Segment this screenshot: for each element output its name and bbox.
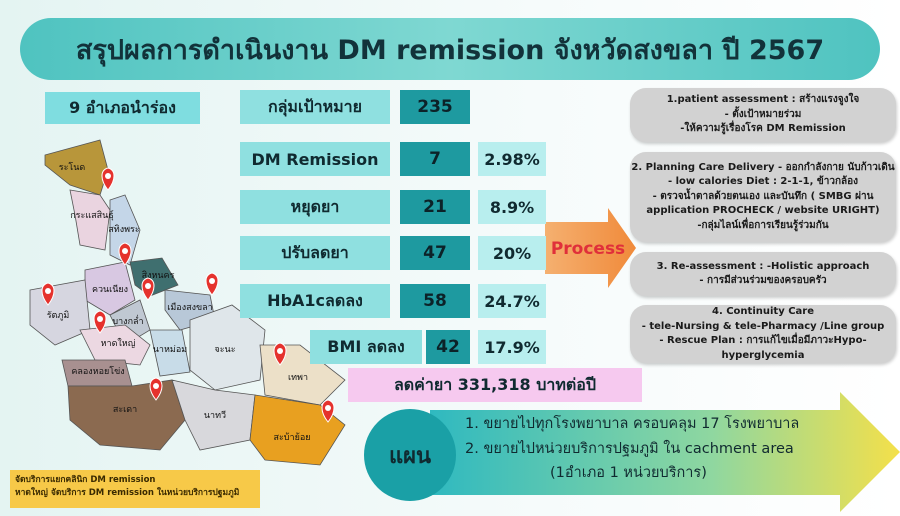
step-line: -ให้ความรู้เรื่องโรค DM Remission bbox=[680, 123, 846, 135]
step-line: - Rescue Plan : การแก้ไขเมื่อมีภาวะHypo-… bbox=[659, 335, 867, 361]
district-label: ระโนด bbox=[59, 162, 86, 173]
metric-label: หยุดยา bbox=[240, 190, 390, 224]
metric-label: ปรับลดยา bbox=[240, 236, 390, 270]
step-line: - low calories Diet : 2-1-1, ข้าวกล้อง bbox=[667, 176, 859, 188]
metric-count: 47 bbox=[400, 236, 470, 270]
district-label: เมืองสงขลา bbox=[167, 302, 212, 313]
metric-percent: 20% bbox=[478, 236, 546, 270]
district-label: สทิงพระ bbox=[108, 224, 140, 235]
metric-label: DM Remission bbox=[240, 142, 390, 176]
note-line: จัดบริการแยกคลินิก DM remission bbox=[15, 475, 156, 485]
district-label: สะเดา bbox=[113, 405, 137, 415]
metric-percent: 24.7% bbox=[478, 284, 546, 318]
step-line: 4. Continuity Care bbox=[711, 306, 815, 317]
metric-percent: 2.98% bbox=[478, 142, 546, 176]
plan-line: (1อำเภอ 1 หน่วยบริการ) bbox=[550, 465, 707, 482]
process-label: Process bbox=[551, 239, 625, 259]
notes: จัดบริการแยกคลินิก DM remission หาดใหญ่ จ… bbox=[10, 470, 260, 508]
district-label: ควนเนียง bbox=[92, 284, 128, 295]
district-label: เทพา bbox=[288, 373, 308, 383]
savings: ลดค่ายา 331,318 บาทต่อปี bbox=[348, 368, 642, 402]
plan-arrow bbox=[430, 392, 900, 512]
map-pin-dot bbox=[122, 248, 128, 254]
district-label: กระแสสินธุ์ bbox=[70, 209, 114, 221]
district-label: สะบ้าย้อย bbox=[273, 432, 310, 443]
map-pin-dot bbox=[145, 283, 151, 289]
district-label: รัตภูมิ bbox=[47, 310, 70, 321]
metric-percent: 17.9% bbox=[478, 330, 546, 364]
process-arrow bbox=[545, 208, 636, 288]
map: ระโนดกระแสสินธุ์สทิงพระสิงหนครควนเนียงรั… bbox=[29, 139, 346, 466]
pilot-label: 9 อำเภอนำร่อง bbox=[45, 92, 200, 124]
metric-percent: 8.9% bbox=[478, 190, 546, 224]
step-box: 4. Continuity Care - tele-Nursing & tele-… bbox=[630, 305, 896, 363]
district-label: จะนะ bbox=[214, 345, 235, 355]
district bbox=[189, 304, 266, 391]
metric-label: HbA1cลดลง bbox=[240, 284, 390, 318]
step-line: 1.patient assessment : สร้างแรงจูงใจ bbox=[666, 94, 860, 106]
plan-line: 2. ขยายไปหน่วยบริการปฐมภูมิ ใน cachment … bbox=[465, 440, 794, 457]
plan-line: 1. ขยายไปทุกโรงพยาบาล ครอบคลุม 17 โรงพยา… bbox=[465, 416, 800, 432]
metric-count: 42 bbox=[426, 330, 470, 364]
step-line: 2. Planning Care Delivery - ออกกำลังกาย … bbox=[631, 161, 895, 173]
district bbox=[79, 324, 151, 366]
district bbox=[109, 194, 141, 266]
metric-count: 235 bbox=[400, 90, 470, 124]
district bbox=[69, 189, 111, 251]
step-box: 2. Planning Care Delivery - ออกกำลังกาย … bbox=[630, 152, 896, 242]
metric-label: BMI ลดลง bbox=[310, 330, 422, 364]
district-label: นาหม่อม bbox=[153, 345, 187, 355]
metric-label: กลุ่มเป้าหมาย bbox=[240, 90, 390, 124]
step-line: 3. Re-assessment : -Holistic approach bbox=[656, 260, 870, 272]
plan-label: แผน bbox=[389, 444, 431, 469]
step-line: - ตรวจน้ำตาลด้วยตนเอง และบันทึก ( SMBG ผ… bbox=[652, 190, 874, 202]
map-pin-dot bbox=[105, 173, 111, 179]
map-pin-dot bbox=[325, 405, 331, 411]
step-line: application PROCHECK / website URIGHT) bbox=[646, 205, 880, 217]
step-line: - การมีส่วนร่วมของครอบครัว bbox=[699, 275, 827, 286]
step-box: 1.patient assessment : สร้างแรงจูงใจ - ตั… bbox=[630, 88, 896, 142]
district-label: คลองหอยโข่ง bbox=[71, 366, 124, 377]
plan-lines: 1. ขยายไปทุกโรงพยาบาล ครอบคลุม 17 โรงพยา… bbox=[465, 412, 845, 486]
map-pin-dot bbox=[209, 278, 215, 284]
map-pin-dot bbox=[97, 316, 103, 322]
map-pin-dot bbox=[153, 383, 159, 389]
step-box: 3. Re-assessment : -Holistic approach - ก… bbox=[630, 252, 896, 296]
map-pin-dot bbox=[277, 348, 283, 354]
metric-count: 21 bbox=[400, 190, 470, 224]
district-label: สิงหนคร bbox=[142, 270, 175, 281]
metric-count: 7 bbox=[400, 142, 470, 176]
district-label: หาดใหญ่ bbox=[101, 338, 136, 349]
step-line: - ตั้งเป้าหมายร่วม bbox=[724, 108, 802, 120]
district bbox=[67, 379, 186, 451]
note-line: หาดใหญ่ จัดบริการ DM remission ในหน่วยบร… bbox=[15, 488, 240, 499]
district-label: บางกล่ำ bbox=[112, 314, 143, 327]
step-line: - tele-Nursing & tele-Pharmacy /Line gro… bbox=[641, 320, 885, 332]
title: สรุปผลการดำเนินงาน DM remission จังหวัดส… bbox=[20, 18, 880, 80]
district bbox=[249, 394, 346, 466]
metric-count: 58 bbox=[400, 284, 470, 318]
step-line: -กลุ่มไลน์เพื่อการเรียนรู้ร่วมกัน bbox=[697, 219, 829, 231]
map-pin-dot bbox=[45, 288, 51, 294]
district bbox=[149, 329, 191, 377]
district-label: นาทวี bbox=[204, 410, 226, 421]
plan-circle bbox=[364, 409, 456, 501]
